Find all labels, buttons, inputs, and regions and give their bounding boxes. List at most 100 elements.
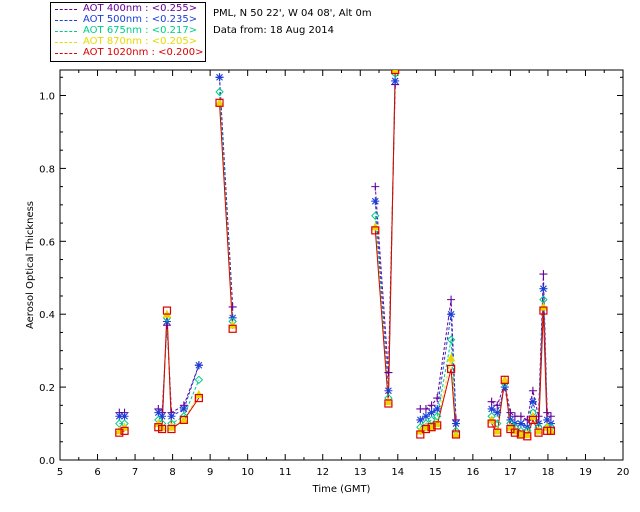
x-tick-label: 12 [316,467,329,478]
point-aot-500nm [421,412,430,421]
legend: AOT 400nm : <0.255> AOT 500nm : <0.235> … [50,2,206,62]
legend-label-1020: AOT 1020nm : <0.200> [83,47,204,58]
legend-item-1020: AOT 1020nm : <0.200> [53,47,204,59]
point-aot-400nm [506,408,515,417]
point-aot-400nm [384,368,393,377]
series-line-1 [119,77,552,428]
point-aot-500nm [215,73,224,82]
point-aot-1020nm [384,399,393,408]
legend-label-675: AOT 675nm : <0.217> [83,25,198,36]
point-aot-400nm [543,408,552,417]
point-aot-400nm [493,401,502,410]
point-aot-400nm [546,412,555,421]
legend-item-870: AOT 870nm : <0.205> [53,36,203,48]
point-aot-1020nm [546,426,556,435]
x-tick-label: 19 [579,467,592,478]
point-aot-1020nm [516,430,526,439]
point-aot-400nm [487,397,496,406]
series-line-2 [119,73,551,432]
series-line-3 [119,70,552,435]
site-info: PML, N 50 22', W 04 08', Alt 0m [213,8,372,19]
x-tick-label: 20 [617,467,630,478]
point-aot-675nm [194,375,204,385]
point-aot-500nm [167,412,176,421]
point-aot-1020nm [416,430,425,439]
x-tick-label: 10 [241,467,254,478]
x-axis-label: Time (GMT) [312,484,371,495]
point-aot-500nm [539,284,548,293]
point-aot-1020nm [167,424,176,434]
point-aot-400nm [528,386,537,395]
y-axis-label: Aerosol Optical Thickness [25,201,36,329]
point-aot-1020nm [534,428,543,437]
point-aot-1020nm [228,324,237,333]
plot-frame [59,69,624,461]
date-info: Data from: 18 Aug 2014 [213,25,334,36]
point-aot-400nm [539,270,548,279]
legend-swatch-1020 [55,53,77,54]
point-aot-1020nm [539,306,548,315]
point-aot-870nm [446,353,456,362]
point-aot-500nm [528,397,537,406]
point-aot-500nm [433,404,442,413]
x-tick-label: 16 [466,467,479,478]
point-aot-400nm [427,401,436,410]
legend-label-400: AOT 400nm : <0.255> [83,3,198,14]
x-tick-label: 11 [279,467,292,478]
point-aot-1020nm [215,98,224,107]
legend-swatch-870 [55,42,77,43]
point-aot-400nm [371,182,380,191]
x-tick-label: 15 [429,467,442,478]
point-aot-1020nm [451,430,461,439]
legend-item-400: AOT 400nm : <0.255> [53,3,203,15]
legend-swatch-500 [55,20,77,21]
point-aot-500nm [516,419,525,428]
point-aot-500nm [179,404,188,413]
point-aot-500nm [427,408,436,417]
point-aot-870nm [215,98,224,107]
y-tick-label: 0.4 [39,310,55,321]
point-aot-1020nm [500,375,509,384]
point-aot-500nm [158,412,167,421]
point-aot-870nm [500,375,510,384]
point-aot-1020nm [194,393,203,403]
point-aot-500nm [487,404,496,413]
point-aot-1020nm [371,226,380,235]
series-line-0 [119,77,552,421]
point-aot-500nm [543,415,552,424]
point-aot-500nm [120,412,129,421]
y-tick-label: 1.0 [39,92,55,103]
legend-item-500: AOT 500nm : <0.235> [53,14,203,26]
point-aot-675nm [215,87,224,97]
x-tick-label: 9 [207,467,213,478]
series-line-4 [119,70,551,437]
x-tick-label: 5 [57,467,63,478]
point-aot-675nm [371,211,380,221]
x-tick-label: 17 [504,467,517,478]
point-aot-1020nm [162,306,172,315]
y-tick-label: 0.2 [39,383,55,394]
legend-swatch-675 [55,31,77,32]
point-aot-870nm [167,422,176,431]
point-aot-1020nm [528,415,538,425]
x-tick-label: 8 [169,467,175,478]
point-aot-1020nm [115,428,124,437]
point-aot-500nm [384,386,393,395]
point-aot-870nm [522,429,532,438]
point-aot-870nm [492,426,502,435]
point-aot-1020nm [391,70,400,75]
data-layer [114,70,556,441]
point-aot-500nm [451,419,460,428]
point-aot-870nm [384,397,393,406]
point-aot-500nm [416,415,425,424]
point-aot-400nm [228,302,237,311]
point-aot-1020nm [157,424,167,434]
point-aot-1020nm [510,428,520,437]
point-aot-500nm [391,76,400,85]
point-aot-500nm [194,361,203,370]
point-aot-1020nm [120,426,129,435]
x-tick-label: 13 [354,467,367,478]
x-tick-label: 14 [391,467,404,478]
point-aot-1020nm [446,364,456,373]
